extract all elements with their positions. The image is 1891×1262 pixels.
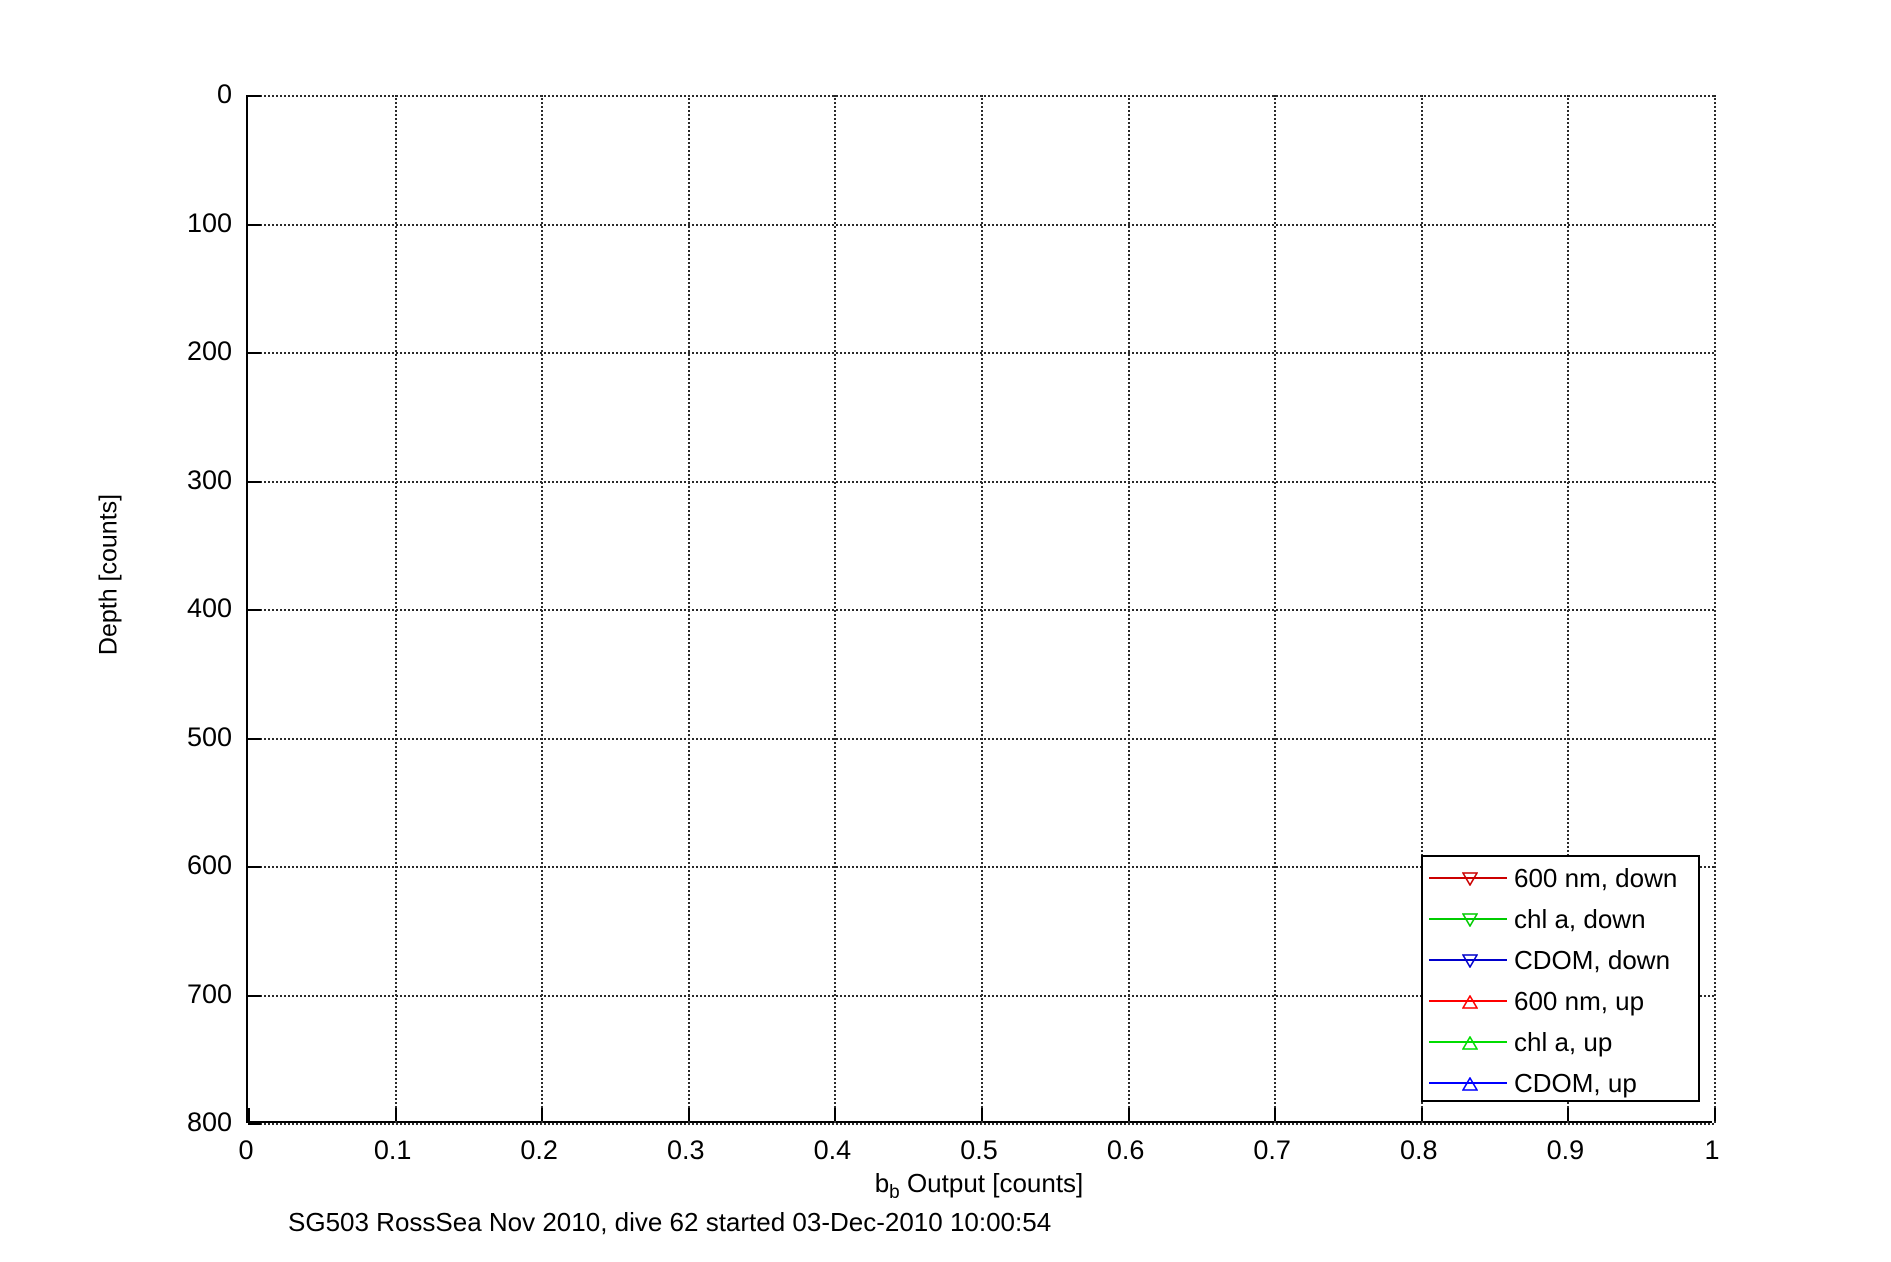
legend-item-label: CDOM, up xyxy=(1514,1067,1637,1098)
legend-box[interactable]: 600 nm, down chl a, down CDOM, down 600 nm,… xyxy=(1421,855,1700,1102)
y-tick-mark xyxy=(248,1123,261,1125)
legend-line-swatch xyxy=(1429,876,1507,879)
y-tick-mark xyxy=(248,480,261,483)
x-tick-mark xyxy=(248,1108,250,1121)
y-tick-label: 500 xyxy=(186,721,232,752)
x-axis-label: bb Output [counts] xyxy=(246,1168,1712,1203)
x-tick-label: 0.2 xyxy=(520,1135,558,1165)
y-tick-mark xyxy=(248,737,261,740)
x-axis-label-rest: Output [counts] xyxy=(899,1168,1084,1198)
legend-item[interactable]: 600 nm, down xyxy=(1423,857,1698,898)
y-tick-mark xyxy=(248,95,261,97)
x-tick-label: 0.3 xyxy=(667,1135,705,1165)
legend-item[interactable]: 600 nm, up xyxy=(1423,980,1698,1021)
y-tick-mark xyxy=(248,994,261,997)
legend-item-label: 600 nm, up xyxy=(1514,985,1645,1016)
x-tick-mark xyxy=(541,1108,544,1121)
y-axis-label: Depth [counts] xyxy=(94,493,123,656)
legend-line-swatch xyxy=(1429,958,1507,961)
legend-sample xyxy=(1429,868,1507,888)
y-tick-label: 800 xyxy=(186,1107,232,1137)
legend-item-label: chl a, down xyxy=(1514,903,1646,934)
grid-line-horizontal xyxy=(248,1123,1714,1125)
legend-sample xyxy=(1429,1032,1507,1052)
legend-item-label: CDOM, down xyxy=(1514,944,1671,975)
grid-line-horizontal xyxy=(248,609,1714,611)
figure-caption: SG503 RossSea Nov 2010, dive 62 started … xyxy=(288,1207,1052,1237)
legend-item[interactable]: chl a, down xyxy=(1423,898,1698,939)
legend-item-label: 600 nm, down xyxy=(1514,862,1678,893)
x-tick-mark xyxy=(394,1108,397,1121)
x-tick-mark xyxy=(1420,1108,1423,1121)
x-tick-mark xyxy=(834,1108,837,1121)
y-tick-label: 300 xyxy=(186,464,232,495)
grid-line-horizontal xyxy=(248,352,1714,354)
grid-line-vertical xyxy=(1274,95,1277,1123)
x-tick-label: 0.1 xyxy=(373,1135,412,1165)
y-tick-mark xyxy=(248,609,261,611)
y-tick-label: 700 xyxy=(186,978,232,1009)
grid-line-vertical xyxy=(541,95,544,1123)
y-tick-label: 600 xyxy=(186,850,232,880)
y-tick-label: 400 xyxy=(186,593,232,623)
x-tick-mark xyxy=(1127,1108,1130,1121)
grid-line-vertical xyxy=(1127,95,1130,1123)
grid-line-horizontal xyxy=(248,223,1714,226)
x-tick-mark xyxy=(1714,1108,1716,1121)
x-tick-label: 0.4 xyxy=(813,1135,852,1165)
grid-line-horizontal xyxy=(248,95,1714,97)
x-tick-label: 0.8 xyxy=(1400,1135,1438,1165)
grid-line-vertical xyxy=(394,95,397,1123)
legend-item[interactable]: chl a, up xyxy=(1423,1021,1698,1062)
y-tick-mark xyxy=(248,866,261,868)
x-tick-mark xyxy=(1567,1108,1570,1121)
x-axis-label-subscript: b xyxy=(889,1182,900,1203)
y-tick-mark xyxy=(248,223,261,226)
legend-item[interactable]: CDOM, down xyxy=(1423,939,1698,980)
grid-line-vertical xyxy=(687,95,690,1123)
x-tick-label: 0.7 xyxy=(1253,1135,1291,1165)
x-tick-label: 0.9 xyxy=(1546,1135,1585,1165)
grid-line-vertical xyxy=(1714,95,1716,1123)
legend-sample xyxy=(1429,1073,1507,1093)
x-tick-label: 0 xyxy=(238,1135,254,1165)
grid-line-vertical xyxy=(834,95,837,1123)
legend-sample xyxy=(1429,950,1507,970)
y-tick-label: 0 xyxy=(216,79,232,109)
grid-line-vertical xyxy=(981,95,983,1123)
x-axis-label-main: b xyxy=(874,1168,890,1198)
grid-line-horizontal xyxy=(248,737,1714,740)
x-tick-mark xyxy=(1274,1108,1277,1121)
x-tick-mark xyxy=(687,1108,690,1121)
legend-sample xyxy=(1429,909,1507,929)
x-tick-label: 0.5 xyxy=(960,1135,998,1165)
legend-item-label: chl a, up xyxy=(1514,1026,1613,1057)
y-tick-label: 100 xyxy=(186,207,232,238)
legend-line-swatch xyxy=(1429,917,1507,920)
y-tick-label: 200 xyxy=(186,336,232,366)
y-tick-mark xyxy=(248,352,261,354)
x-tick-mark xyxy=(981,1108,983,1121)
grid-line-horizontal xyxy=(248,480,1714,483)
legend-sample xyxy=(1429,991,1507,1011)
x-tick-label: 0.6 xyxy=(1106,1135,1145,1165)
legend-item[interactable]: CDOM, up xyxy=(1423,1062,1698,1103)
x-tick-label: 1 xyxy=(1704,1135,1720,1165)
